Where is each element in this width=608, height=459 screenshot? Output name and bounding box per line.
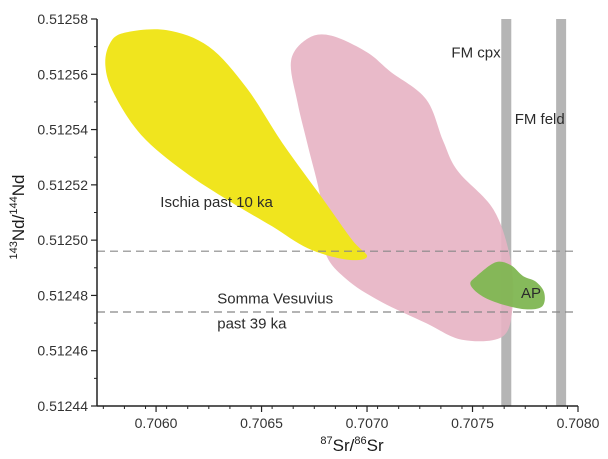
y-tick-label: 0.51254 xyxy=(37,122,88,138)
annotation-fm-cpx: FM cpx xyxy=(451,45,501,62)
y-axis-title: 143Nd/144Nd xyxy=(8,175,28,260)
compositional-fields xyxy=(105,29,545,342)
annotation-past-39-ka: past 39 ka xyxy=(217,316,287,333)
annotations: Ischia past 10 ka Somma Vesuvius past 39 k… xyxy=(160,45,564,333)
y-tick-label: 0.51256 xyxy=(37,66,88,82)
annotation-ischia-past-10-ka: Ischia past 10 ka xyxy=(160,194,273,211)
x-tick-label: 0.7060 xyxy=(135,415,178,431)
dashed-reference-lines xyxy=(97,250,578,313)
annotation-fm-feld: FM feld xyxy=(515,111,565,128)
annotation-ap: AP xyxy=(521,285,541,302)
vertical-bands xyxy=(501,19,567,406)
y-tick-label: 0.51250 xyxy=(37,232,88,248)
field-somma-vesuvius-past-39-ka xyxy=(290,34,514,342)
y-tick-label: 0.51244 xyxy=(37,398,88,414)
tick-labels: 0.51244 0.51246 0.51248 0.51250 0.51252 0.512… xyxy=(37,11,599,431)
y-tick-label: 0.51252 xyxy=(37,177,88,193)
x-tick-label: 0.7075 xyxy=(451,415,494,431)
y-tick-label: 0.51248 xyxy=(37,287,88,303)
field-ischia-past-10-ka xyxy=(105,29,368,261)
field-ap xyxy=(470,261,545,310)
band-fm-feld xyxy=(556,19,567,406)
x-tick-label: 0.7065 xyxy=(240,415,283,431)
y-tick-label: 0.51258 xyxy=(37,11,88,27)
x-axis-title: 87Sr/86Sr xyxy=(320,435,384,455)
annotation-somma-vesuvius: Somma Vesuvius xyxy=(217,291,333,308)
band-fm-cpx xyxy=(501,19,512,406)
x-tick-label: 0.7070 xyxy=(346,415,389,431)
axes xyxy=(91,18,579,412)
y-tick-label: 0.51246 xyxy=(37,343,88,359)
x-tick-label: 0.7080 xyxy=(557,415,600,431)
